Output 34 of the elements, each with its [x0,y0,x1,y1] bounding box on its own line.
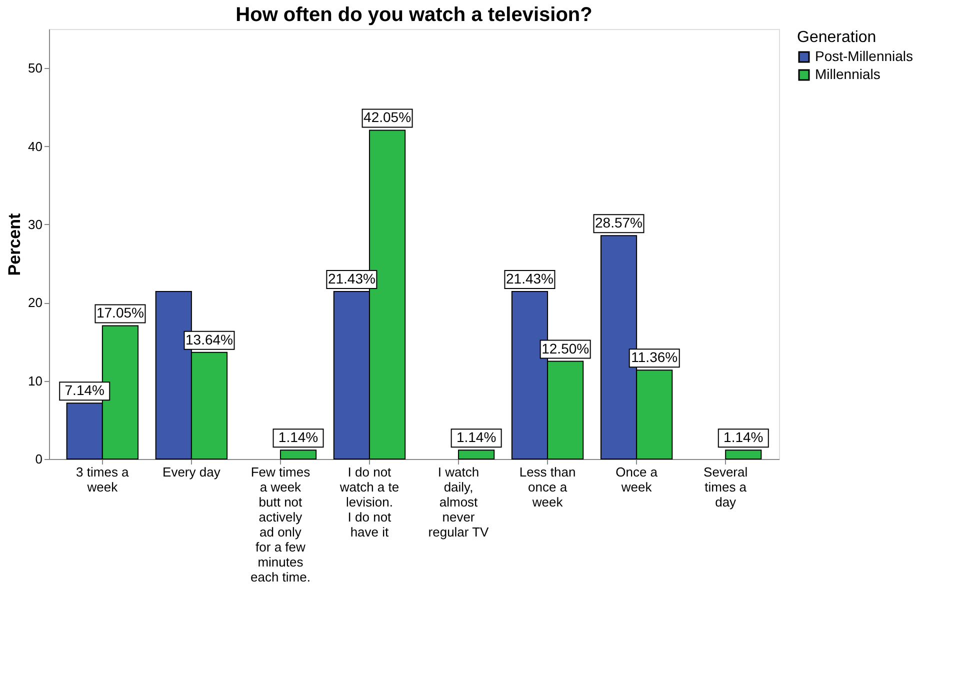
x-tick-label: Less than once a week [519,464,576,510]
x-tick-label: 3 times a week [76,464,130,494]
data-label: 21.43% [506,270,554,286]
chart-title: How often do you watch a television? [236,4,592,26]
x-tick-label: Few times a week butt not actively ad only for a few minutes each time. [250,464,311,584]
data-label: 42.05% [364,109,412,126]
y-tick-label: 30 [28,216,42,232]
y-axis-title: Percent [5,212,24,276]
data-label: 1.14% [724,429,764,446]
data-label: 1.14% [278,429,318,446]
legend-label: Post-Millennials [815,48,914,64]
x-tick-label: Several times a day [704,464,748,510]
x-tick-label: I do not watch a television. I do not have it [338,464,400,540]
y-tick-label: 10 [28,373,42,388]
data-label: 11.36% [631,349,678,366]
x-tick-label: Every day [162,464,221,480]
legend-label: Millennials [815,66,880,82]
data-label: 7.14% [64,382,104,398]
data-label: 1.14% [456,429,496,446]
data-label: 12.50% [542,340,590,356]
bar [280,450,317,460]
y-tick-label: 50 [28,60,42,76]
data-label: 21.43% [328,270,376,286]
bar [458,450,495,460]
data-label: 28.57% [595,214,642,231]
y-tick-label: 0 [35,452,42,466]
y-tick-label: 40 [28,138,42,154]
x-tick-label: Once a week [616,464,658,494]
legend-title: Generation [797,29,876,46]
x-tick-label: I watch daily, almost never regular TV [428,464,490,540]
data-label: 13.64% [186,331,233,348]
bar [725,450,762,460]
data-label: 17.05% [96,304,144,321]
y-tick-label: 20 [28,295,42,310]
